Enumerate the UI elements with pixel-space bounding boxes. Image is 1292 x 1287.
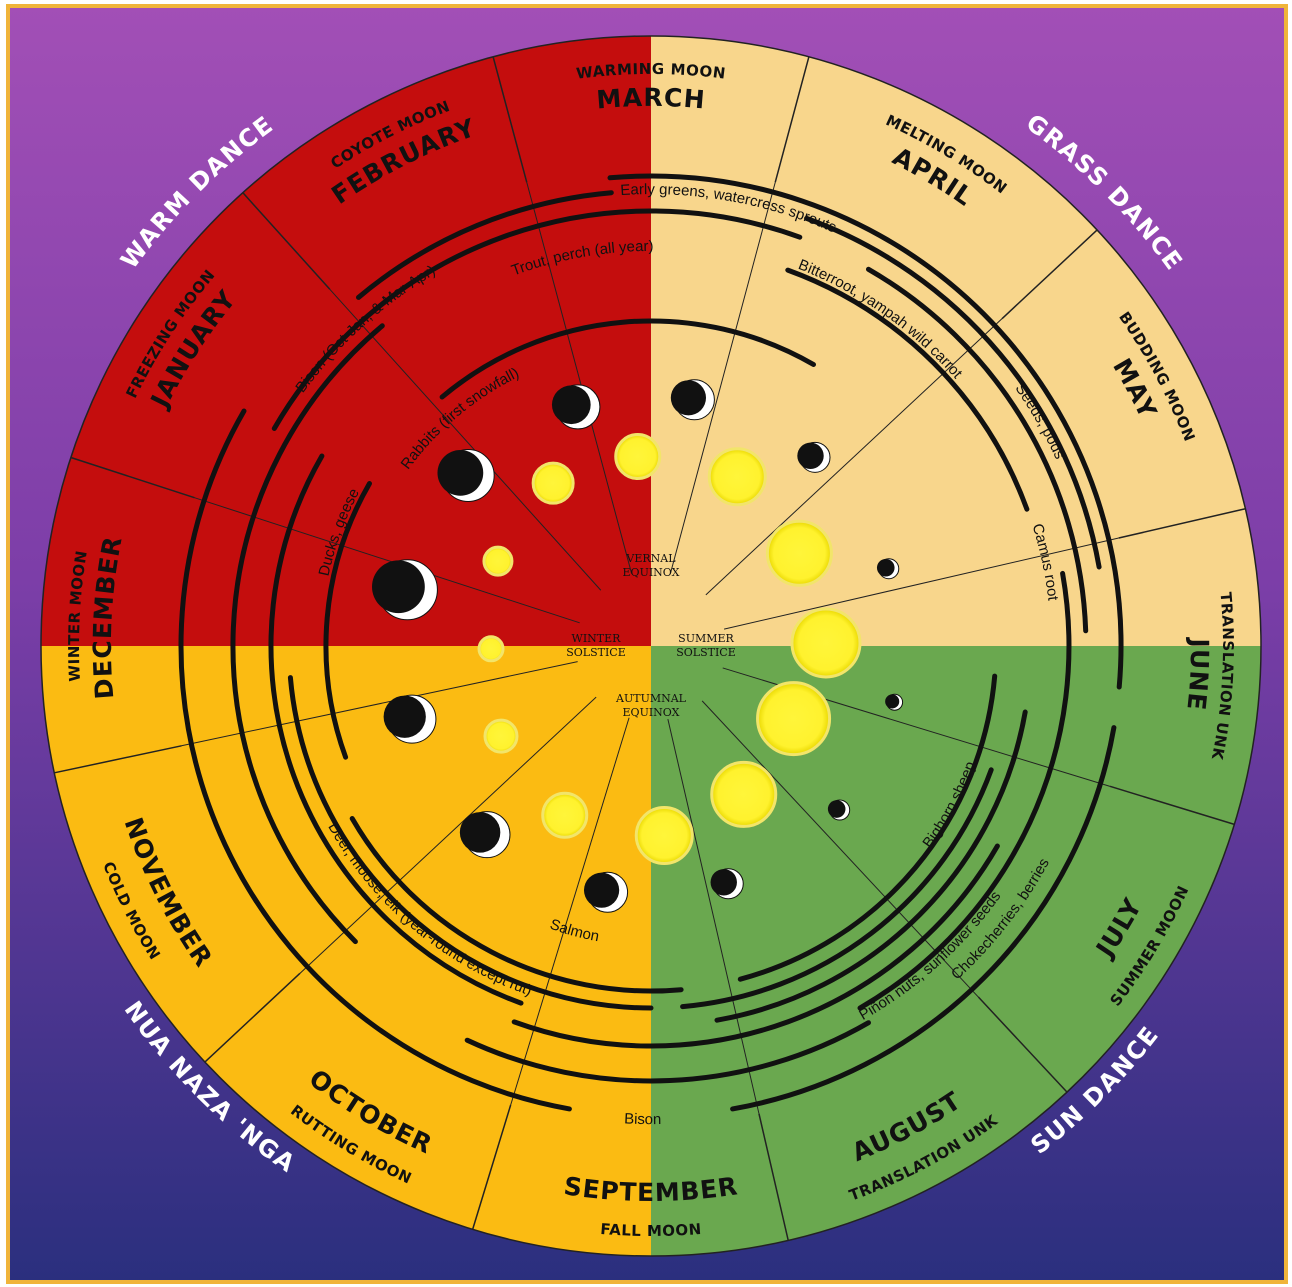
activity-arc — [866, 266, 1089, 634]
sun-icon — [707, 447, 767, 507]
moon-shadow — [797, 442, 824, 470]
moon-shadow — [885, 694, 900, 709]
activity-arc — [511, 843, 1000, 1049]
month-divider — [492, 56, 528, 183]
month-spoke — [181, 661, 578, 747]
month-spoke — [194, 497, 580, 624]
vernal-label: VERNAL — [625, 552, 676, 565]
month-name: JUNE — [1181, 636, 1214, 712]
moon-shadow — [551, 385, 591, 425]
month-name: MARCH — [595, 83, 706, 115]
month-divider — [1001, 229, 1098, 320]
month-divider — [471, 1104, 512, 1230]
resource-label: Bison — [624, 1110, 662, 1128]
moon-shadow — [372, 560, 425, 614]
moon-shadow — [583, 872, 620, 908]
month-spoke — [705, 318, 1003, 596]
activity-arc — [268, 453, 524, 1006]
vernal-label: EQUINOX — [623, 566, 680, 579]
sun-icon — [634, 806, 694, 866]
month-divider — [758, 1113, 789, 1241]
activity-arc — [464, 1020, 871, 1084]
sun-icon — [531, 461, 575, 505]
activity-arc — [785, 267, 1030, 512]
sun-icon — [790, 607, 862, 679]
activity-arc — [607, 173, 1124, 690]
month-divider — [977, 996, 1068, 1093]
month-divider — [54, 745, 182, 774]
activity-arc — [737, 673, 998, 982]
month-spoke — [510, 717, 630, 1106]
seasonal-round-frame: MARCH WARMING MOON APRIL MELTING MOON MAY BUD… — [6, 4, 1288, 1284]
summer-label: SOLSTICE — [676, 646, 736, 659]
activity-arc — [178, 408, 572, 1112]
wheel-outline — [40, 35, 1262, 1257]
moon-name: WARMING MOON — [575, 60, 727, 83]
spring-quadrant — [651, 36, 1261, 646]
summer-label: SUMMER — [678, 632, 734, 645]
month-spoke — [701, 700, 979, 998]
month-spoke — [669, 182, 776, 574]
fall-quadrant — [41, 646, 651, 1256]
moon-shadow — [383, 695, 426, 738]
activity-arc — [287, 675, 654, 1011]
month-divider — [1109, 785, 1235, 826]
moon-shadow — [670, 380, 707, 416]
activity-arc — [230, 323, 385, 945]
sun-icon — [710, 760, 778, 828]
moon-shadow — [459, 812, 501, 853]
activity-arc — [356, 190, 614, 300]
autumnal-label: AUTUMNAL — [615, 692, 687, 705]
month-spoke — [667, 718, 760, 1114]
month-divider — [70, 456, 195, 499]
activity-arc — [323, 481, 372, 760]
sun-icon — [483, 718, 519, 754]
moon-name: FALL MOON — [600, 1220, 703, 1240]
activity-arc — [439, 318, 816, 400]
outer-frame — [6, 4, 1288, 1284]
moon-shadow — [710, 869, 737, 896]
month-divider — [204, 972, 301, 1063]
sun-icon — [614, 432, 662, 480]
activity-arc — [714, 709, 1028, 1023]
sun-icon — [541, 791, 589, 839]
sun-icon — [477, 635, 505, 663]
winter-label: WINTER — [572, 632, 622, 645]
month-spoke — [329, 288, 602, 591]
month-divider — [1118, 508, 1246, 539]
autumnal-label: EQUINOX — [623, 706, 680, 719]
winter-quadrant — [41, 36, 651, 646]
activity-arc — [349, 816, 684, 994]
sun-icon — [756, 681, 832, 757]
month-spoke — [723, 537, 1119, 630]
month-divider — [774, 56, 810, 183]
month-spoke — [299, 696, 597, 974]
moon-shadow — [876, 558, 895, 577]
summer-quadrant — [651, 646, 1261, 1256]
sun-icon — [765, 519, 833, 587]
moon-shadow — [827, 800, 846, 818]
activity-arc — [271, 208, 803, 431]
moon-shadow — [437, 450, 484, 496]
sun-icon — [482, 545, 514, 577]
month-divider — [242, 192, 331, 290]
month-spoke — [526, 182, 633, 574]
winter-label: SOLSTICE — [566, 646, 626, 659]
activity-arc — [857, 570, 1072, 1011]
activity-arc — [730, 725, 1117, 1112]
activity-arc — [680, 767, 994, 1010]
activity-arc — [804, 215, 1102, 570]
